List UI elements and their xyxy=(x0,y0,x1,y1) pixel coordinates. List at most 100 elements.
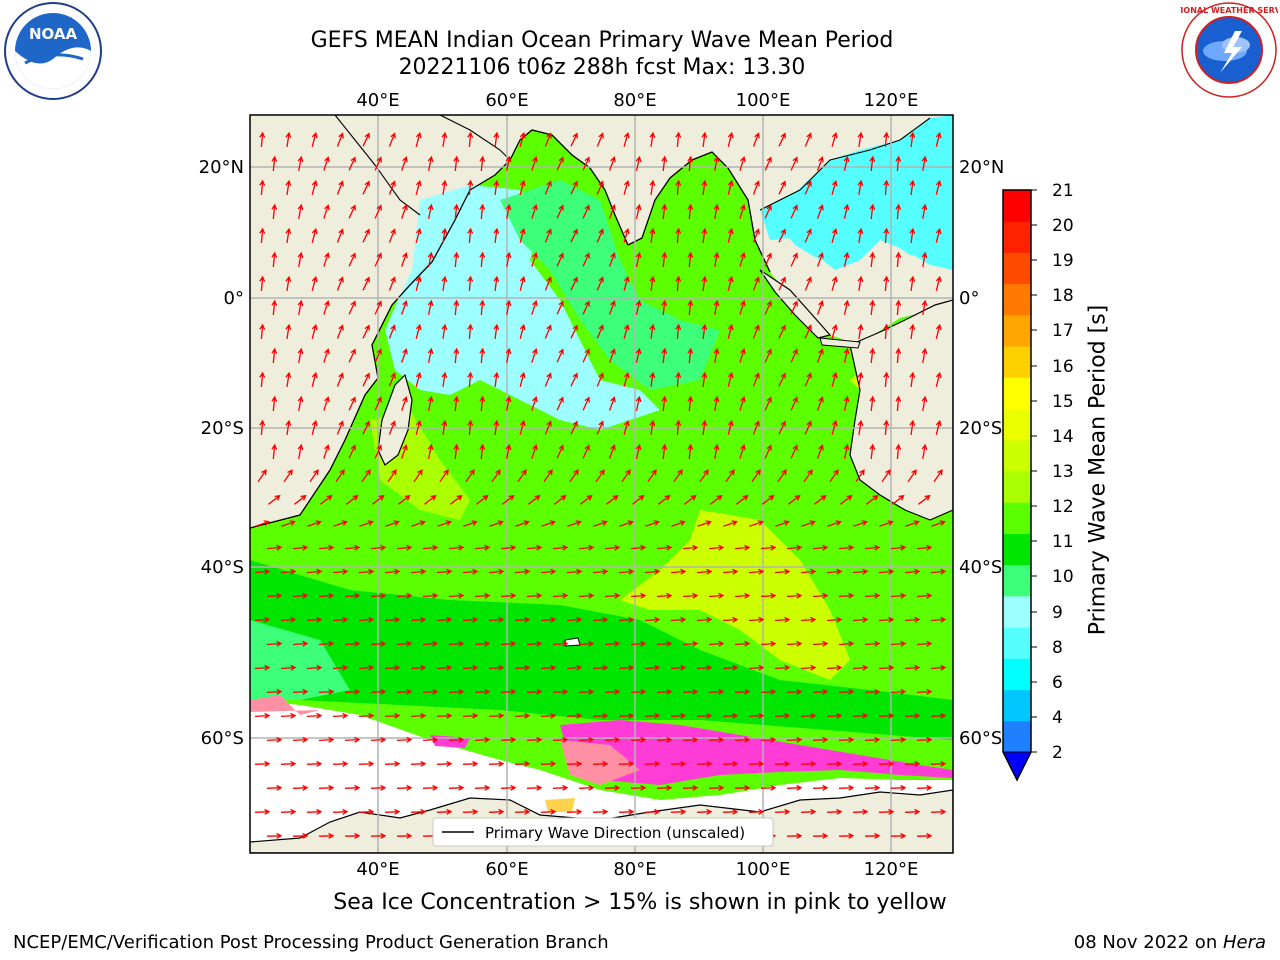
wave-arrow xyxy=(467,419,474,436)
lon-label-bottom: 100°E xyxy=(736,859,791,880)
wave-arrow xyxy=(826,664,843,671)
wave-arrow xyxy=(800,568,817,575)
wave-arrow xyxy=(582,156,590,171)
wave-arrow xyxy=(283,469,293,483)
lon-label-top: 60°E xyxy=(485,90,528,111)
wave-arrow xyxy=(708,640,725,647)
wave-arrow xyxy=(635,251,642,267)
colorbar-swatch xyxy=(1003,471,1031,503)
wave-arrow xyxy=(422,688,439,695)
wave-arrow xyxy=(748,664,765,671)
wave-arrow xyxy=(722,568,739,575)
wave-arrow xyxy=(786,640,803,647)
wave-arrow xyxy=(869,203,876,220)
wave-arrow xyxy=(843,251,850,267)
wave-arrow xyxy=(904,664,921,671)
wave-arrow xyxy=(752,180,760,195)
wave-arrow xyxy=(266,688,283,695)
wave-arrow xyxy=(921,347,928,364)
wave-arrow xyxy=(649,371,656,387)
lat-label-left: 0° xyxy=(224,288,244,309)
wave-arrow xyxy=(752,324,760,339)
wave-arrow xyxy=(396,640,413,647)
wave-arrow xyxy=(644,712,661,719)
wave-arrow xyxy=(488,616,505,623)
java-land xyxy=(819,337,861,349)
colorbar-tick-label: 17 xyxy=(1052,321,1074,341)
wave-arrow xyxy=(362,276,370,291)
wave-arrow xyxy=(608,396,616,411)
wave-arrow xyxy=(333,520,348,527)
wave-arrow xyxy=(608,156,616,171)
wave-arrow xyxy=(422,640,439,647)
wave-arrow xyxy=(336,420,344,435)
wave-arrow xyxy=(448,784,465,791)
wave-arrow xyxy=(259,179,266,196)
wave-arrow xyxy=(890,784,907,791)
wave-arrow xyxy=(788,494,801,505)
wave-arrow xyxy=(816,444,824,459)
wave-arrow xyxy=(682,784,699,791)
wave-arrow xyxy=(727,131,734,147)
colorbar-swatch xyxy=(1003,377,1031,410)
wave-arrow xyxy=(826,568,843,575)
wave-arrow xyxy=(488,808,505,815)
wave-arrow xyxy=(671,520,686,527)
wave-arrow xyxy=(713,203,720,220)
wave-arrow xyxy=(645,520,660,527)
wave-arrow xyxy=(358,760,375,767)
wave-arrow xyxy=(630,736,647,743)
wave-arrow xyxy=(675,371,682,388)
lon-label-top: 40°E xyxy=(356,90,399,111)
wave-arrow xyxy=(306,712,323,719)
wave-arrow xyxy=(544,276,552,291)
wave-arrow xyxy=(453,347,460,364)
wave-arrow xyxy=(670,808,687,815)
wave-arrow xyxy=(453,299,460,316)
wave-arrow xyxy=(890,832,907,839)
wave-arrow xyxy=(474,544,491,551)
wave-arrow xyxy=(708,736,725,743)
wave-arrow xyxy=(879,520,894,527)
colorbar-tick-label: 12 xyxy=(1052,497,1074,517)
wave-arrow xyxy=(370,688,387,695)
wave-arrow xyxy=(701,179,708,195)
wave-arrow xyxy=(604,688,621,695)
wave-arrow xyxy=(491,469,501,483)
wave-arrow xyxy=(388,372,396,387)
wave-arrow xyxy=(362,372,370,387)
wave-arrow xyxy=(778,372,786,387)
wave-arrow xyxy=(786,688,803,695)
wave-arrow xyxy=(778,228,786,243)
wave-arrow xyxy=(556,156,564,171)
wave-arrow xyxy=(869,443,876,460)
wave-arrow xyxy=(415,131,422,147)
wave-arrow xyxy=(930,808,947,815)
wave-arrow xyxy=(649,323,656,339)
wave-arrow xyxy=(332,664,349,671)
wave-arrow xyxy=(930,760,947,767)
wave-zone-cyan xyxy=(385,185,660,430)
wave-arrow xyxy=(531,444,538,459)
wave-arrow xyxy=(462,568,479,575)
wave-arrow xyxy=(479,347,486,364)
wave-arrow xyxy=(280,568,297,575)
lon-label-bottom: 40°E xyxy=(356,859,399,880)
wave-arrow xyxy=(644,568,661,575)
wave-arrow xyxy=(441,131,448,147)
wave-arrow xyxy=(514,664,531,671)
wave-arrow xyxy=(895,299,902,316)
colorbar-extend xyxy=(1002,751,1032,782)
wave-arrow xyxy=(401,156,408,171)
wave-arrow xyxy=(396,592,413,599)
wave-arrow xyxy=(596,228,604,243)
wave-arrow xyxy=(280,712,297,719)
wave-arrow xyxy=(285,131,292,147)
wave-arrow xyxy=(778,324,786,339)
wave-arrow xyxy=(739,300,746,315)
wave-arrow xyxy=(271,347,278,364)
wave-arrow xyxy=(831,324,838,339)
wave-arrow xyxy=(696,616,713,623)
wave-arrow xyxy=(505,251,512,268)
wave-arrow xyxy=(816,156,824,171)
